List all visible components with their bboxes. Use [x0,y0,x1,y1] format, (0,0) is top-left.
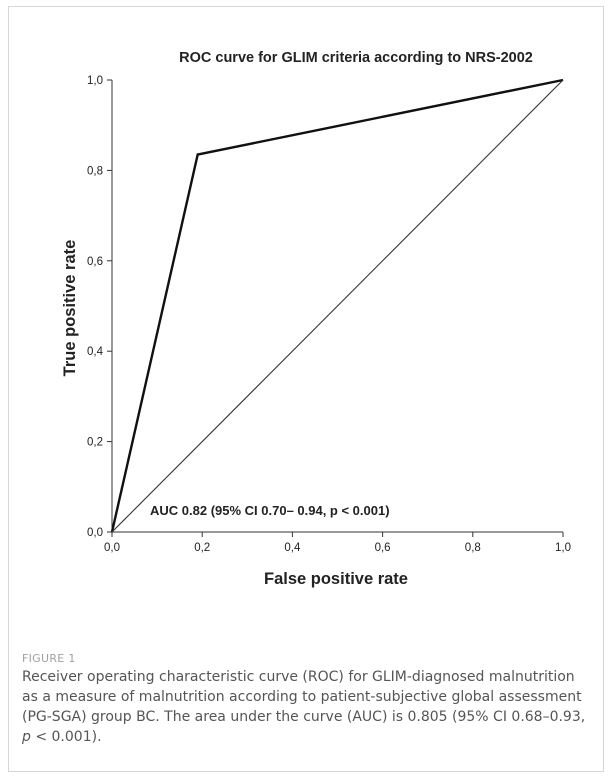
roc-chart-svg: ROC curve for GLIM criteria according to… [61,50,571,588]
x-tick-label: 1,0 [555,542,571,554]
y-tick-label: 0,4 [87,346,104,358]
y-tick-label: 0,2 [87,437,103,449]
x-tick-label: 0,4 [284,542,301,554]
x-axis-label: False positive rate [264,570,408,588]
y-tick-label: 0,6 [87,256,103,268]
x-tick-label: 0,0 [104,542,120,554]
y-axis-label: True positive rate [61,240,79,377]
figure-label: FIGURE 1 [22,652,76,665]
x-ticks: 0,0 0,2 0,4 0,6 0,8 1,0 [104,532,571,554]
y-tick-label: 1,0 [87,75,103,87]
y-ticks: 0,0 0,2 0,4 0,6 0,8 1,0 [87,75,112,539]
chart-title: ROC curve for GLIM criteria according to… [179,50,533,66]
x-tick-label: 0,8 [465,542,481,554]
caption-p-symbol: p [22,728,31,745]
y-tick-label: 0,0 [87,527,103,539]
auc-annotation: AUC 0.82 (95% CI 0.70– 0.94, p < 0.001) [150,503,390,518]
series-layer [110,78,564,533]
reference-diagonal-line [111,79,564,533]
caption-text-part2: < 0.001). [30,728,102,745]
x-tick-label: 0,2 [194,542,210,554]
axes [111,80,563,533]
figure-caption: Receiver operating characteristic curve … [22,668,592,748]
caption-text-part1: Receiver operating characteristic curve … [22,669,586,725]
y-tick-label: 0,8 [87,165,103,177]
roc-curve-line [110,78,564,533]
x-tick-label: 0,6 [375,542,391,554]
roc-chart: ROC curve for GLIM criteria according to… [61,50,571,588]
